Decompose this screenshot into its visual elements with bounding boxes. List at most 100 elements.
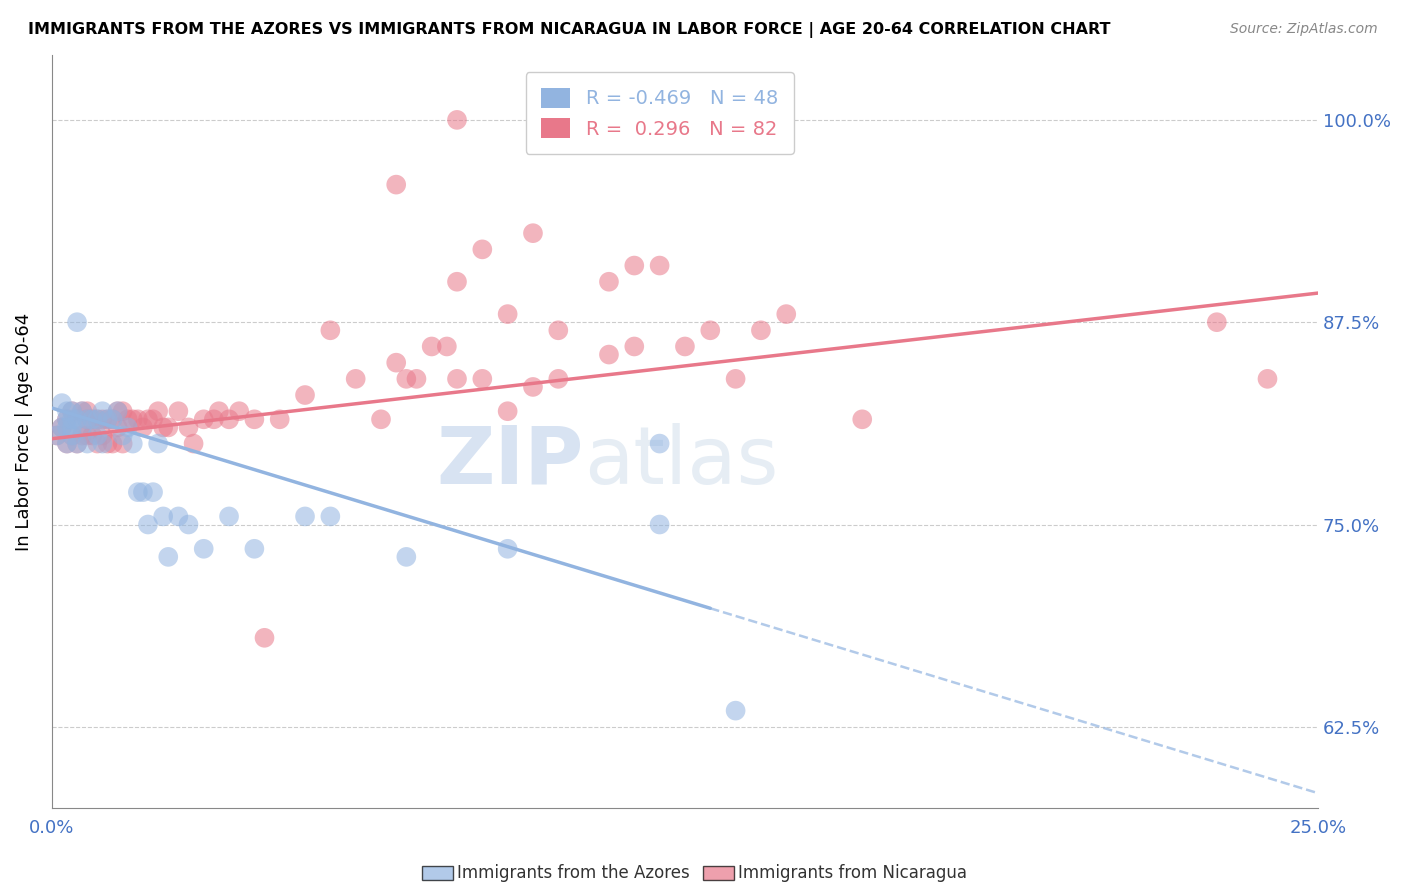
Point	[218, 509, 240, 524]
Point	[101, 412, 124, 426]
Point	[70, 404, 93, 418]
Point	[96, 436, 118, 450]
Point	[91, 404, 114, 418]
Point	[51, 420, 73, 434]
Point	[496, 307, 519, 321]
Point	[96, 412, 118, 426]
Point	[146, 436, 169, 450]
Point	[86, 436, 108, 450]
Point	[775, 307, 797, 321]
Point	[673, 339, 696, 353]
Point	[157, 420, 180, 434]
Point	[648, 517, 671, 532]
Point	[446, 372, 468, 386]
Point	[851, 412, 873, 426]
Point	[193, 412, 215, 426]
Point	[107, 404, 129, 418]
Point	[319, 509, 342, 524]
Point	[86, 412, 108, 426]
Point	[471, 243, 494, 257]
Point	[623, 259, 645, 273]
Point	[70, 404, 93, 418]
Point	[522, 380, 544, 394]
Point	[91, 412, 114, 426]
Point	[446, 275, 468, 289]
Point	[60, 412, 83, 426]
Point	[136, 517, 159, 532]
Text: Immigrants from Nicaragua: Immigrants from Nicaragua	[738, 864, 967, 882]
Point	[76, 412, 98, 426]
Point	[167, 404, 190, 418]
Point	[101, 412, 124, 426]
Point	[177, 517, 200, 532]
Point	[96, 412, 118, 426]
Point	[385, 178, 408, 192]
Point	[82, 412, 104, 426]
Text: Source: ZipAtlas.com: Source: ZipAtlas.com	[1230, 22, 1378, 37]
Point	[183, 436, 205, 450]
Point	[243, 412, 266, 426]
Point	[121, 436, 143, 450]
Point	[699, 323, 721, 337]
Point	[319, 323, 342, 337]
Point	[101, 436, 124, 450]
Point	[294, 509, 316, 524]
Point	[522, 226, 544, 240]
Point	[598, 347, 620, 361]
Point	[60, 420, 83, 434]
Point	[76, 436, 98, 450]
Point	[228, 404, 250, 418]
Point	[724, 704, 747, 718]
Point	[405, 372, 427, 386]
Point	[294, 388, 316, 402]
Point	[91, 428, 114, 442]
Point	[60, 428, 83, 442]
Point	[51, 420, 73, 434]
Point	[436, 339, 458, 353]
Point	[107, 420, 129, 434]
Point	[395, 549, 418, 564]
Point	[56, 436, 79, 450]
Point	[82, 412, 104, 426]
Point	[142, 412, 165, 426]
Point	[111, 404, 134, 418]
Point	[269, 412, 291, 426]
Point	[56, 412, 79, 426]
Point	[66, 436, 89, 450]
Point	[243, 541, 266, 556]
Y-axis label: In Labor Force | Age 20-64: In Labor Force | Age 20-64	[15, 312, 32, 550]
Point	[1205, 315, 1227, 329]
Point	[107, 404, 129, 418]
Point	[547, 323, 569, 337]
Point	[152, 509, 174, 524]
Point	[496, 404, 519, 418]
Point	[202, 412, 225, 426]
Point	[111, 428, 134, 442]
Point	[136, 412, 159, 426]
Point	[127, 485, 149, 500]
Point	[91, 436, 114, 450]
Point	[86, 428, 108, 442]
Point	[127, 412, 149, 426]
Point	[60, 428, 83, 442]
Text: ZIP: ZIP	[436, 423, 583, 500]
Point	[66, 412, 89, 426]
Point	[117, 420, 139, 434]
Point	[1256, 372, 1278, 386]
Text: atlas: atlas	[583, 423, 778, 500]
Point	[66, 412, 89, 426]
Point	[420, 339, 443, 353]
Point	[76, 428, 98, 442]
Point	[218, 412, 240, 426]
Point	[157, 549, 180, 564]
Text: IMMIGRANTS FROM THE AZORES VS IMMIGRANTS FROM NICARAGUA IN LABOR FORCE | AGE 20-: IMMIGRANTS FROM THE AZORES VS IMMIGRANTS…	[28, 22, 1111, 38]
Point	[70, 428, 93, 442]
Point	[471, 372, 494, 386]
Point	[56, 436, 79, 450]
Point	[56, 404, 79, 418]
Point	[51, 396, 73, 410]
Point	[82, 428, 104, 442]
Point	[496, 541, 519, 556]
Point	[121, 412, 143, 426]
Point	[142, 485, 165, 500]
